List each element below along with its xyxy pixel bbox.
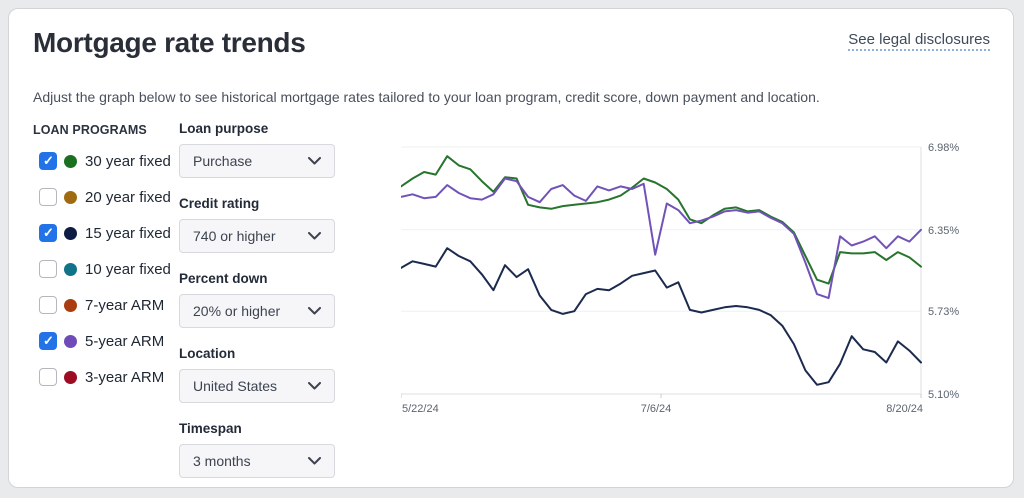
credit-rating-select[interactable]: 740 or higher — [179, 219, 335, 253]
chevron-down-icon — [308, 457, 321, 465]
series-color-dot — [64, 334, 77, 348]
filter-label-location: Location — [179, 346, 236, 361]
checkbox-15-year-fixed[interactable] — [39, 224, 57, 242]
filter-label-loan-purpose: Loan purpose — [179, 121, 269, 136]
percent-down-select[interactable]: 20% or higher — [179, 294, 335, 328]
program-label: 5-year ARM — [85, 332, 165, 350]
series-line-5-year-arm — [401, 177, 922, 300]
y-axis-label: 5.73% — [928, 306, 959, 318]
chevron-down-icon — [308, 382, 321, 390]
page-subtitle: Adjust the graph below to see historical… — [33, 89, 820, 105]
checkbox-30-year-fixed[interactable] — [39, 152, 57, 170]
program-row-30-year-fixed[interactable]: 30 year fixed — [39, 151, 173, 171]
checkbox-7-year-arm[interactable] — [39, 296, 57, 314]
loan-programs-heading: LOAN PROGRAMS — [33, 123, 147, 137]
x-axis-label: 8/20/24 — [886, 403, 923, 415]
page-title: Mortgage rate trends — [33, 27, 306, 58]
program-label: 3-year ARM — [85, 368, 165, 386]
timespan-value: 3 months — [193, 453, 251, 469]
x-axis-label: 7/6/24 — [641, 403, 672, 415]
checkbox-3-year-arm[interactable] — [39, 368, 57, 386]
series-line-15-year-fixed — [401, 247, 922, 386]
program-row-5-year-arm[interactable]: 5-year ARM — [39, 331, 173, 351]
legal-disclosures-link[interactable]: See legal disclosures — [848, 31, 990, 51]
x-axis-label: 5/22/24 — [402, 403, 439, 415]
location-select[interactable]: United States — [179, 369, 335, 403]
y-axis-label: 5.10% — [928, 389, 959, 401]
filter-label-credit-rating: Credit rating — [179, 196, 260, 211]
y-axis-label: 6.35% — [928, 225, 959, 237]
checkbox-20-year-fixed[interactable] — [39, 188, 57, 206]
series-color-dot — [64, 262, 77, 276]
program-label: 10 year fixed — [85, 260, 171, 278]
credit-rating-value: 740 or higher — [193, 228, 276, 244]
program-row-3-year-arm[interactable]: 3-year ARM — [39, 367, 173, 387]
filter-label-percent-down: Percent down — [179, 271, 268, 286]
checkbox-5-year-arm[interactable] — [39, 332, 57, 350]
location-value: United States — [193, 378, 278, 394]
rate-trends-chart: 6.98% 6.35% 5.73% 5.10% 5/22/24 7/6/24 8/20/24 — [401, 142, 959, 415]
program-row-10-year-fixed[interactable]: 10 year fixed — [39, 259, 173, 279]
program-label: 30 year fixed — [85, 152, 171, 170]
chevron-down-icon — [308, 157, 321, 165]
chevron-down-icon — [308, 232, 321, 240]
program-row-7-year-arm[interactable]: 7-year ARM — [39, 295, 173, 315]
loan-purpose-select[interactable]: Purchase — [179, 144, 335, 178]
series-color-dot — [64, 154, 77, 168]
filter-label-timespan: Timespan — [179, 421, 242, 436]
checkbox-10-year-fixed[interactable] — [39, 260, 57, 278]
loan-programs-panel: LOAN PROGRAMS 30 year fixed 20 year fixe… — [33, 123, 173, 403]
series-color-dot — [64, 226, 77, 240]
percent-down-value: 20% or higher — [193, 303, 281, 319]
program-row-15-year-fixed[interactable]: 15 year fixed — [39, 223, 173, 243]
loan-purpose-value: Purchase — [193, 153, 253, 169]
filters-panel: Loan purpose Purchase Credit rating 740 … — [179, 121, 335, 496]
mortgage-trends-card: Mortgage rate trends See legal disclosur… — [8, 8, 1014, 488]
series-line-30-year-fixed — [401, 155, 922, 285]
program-label: 20 year fixed — [85, 188, 171, 206]
program-label: 7-year ARM — [85, 296, 165, 314]
series-color-dot — [64, 370, 77, 384]
series-color-dot — [64, 298, 77, 312]
program-row-20-year-fixed[interactable]: 20 year fixed — [39, 187, 173, 207]
chevron-down-icon — [308, 307, 321, 315]
program-label: 15 year fixed — [85, 224, 171, 242]
y-axis-label: 6.98% — [928, 142, 959, 154]
series-color-dot — [64, 190, 77, 204]
timespan-select[interactable]: 3 months — [179, 444, 335, 478]
